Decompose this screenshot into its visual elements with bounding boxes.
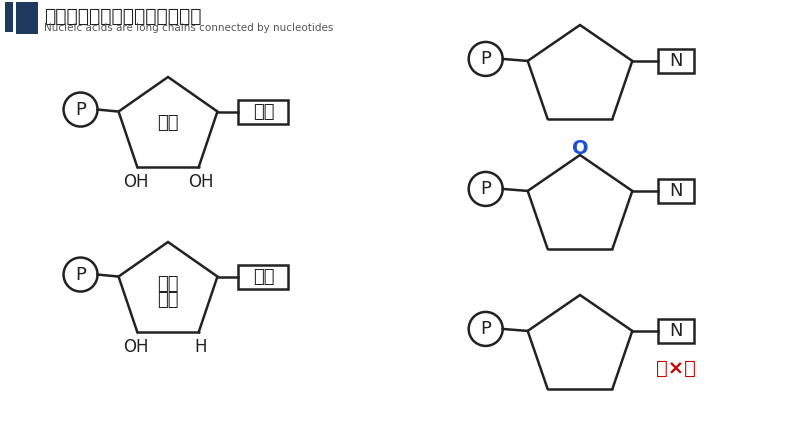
Text: P: P	[480, 180, 491, 198]
Text: （×）: （×）	[657, 359, 696, 379]
Text: N: N	[669, 182, 683, 200]
Text: 核酸是由核苷酸连接而成的长链: 核酸是由核苷酸连接而成的长链	[44, 7, 202, 26]
Text: N: N	[669, 322, 683, 340]
Text: P: P	[480, 320, 491, 338]
Text: 碱基: 碱基	[252, 102, 274, 121]
FancyBboxPatch shape	[658, 179, 694, 203]
FancyBboxPatch shape	[16, 2, 38, 34]
Text: N: N	[669, 52, 683, 70]
FancyBboxPatch shape	[238, 100, 288, 123]
Text: 脱氧: 脱氧	[157, 275, 179, 293]
Text: OH: OH	[123, 338, 148, 356]
Text: OH: OH	[188, 173, 214, 191]
FancyBboxPatch shape	[5, 2, 13, 32]
Text: 核糖: 核糖	[157, 291, 179, 309]
Text: 核糖: 核糖	[157, 114, 179, 132]
Text: 碱基: 碱基	[252, 268, 274, 286]
Text: P: P	[75, 101, 86, 118]
Text: P: P	[75, 266, 86, 283]
Text: H: H	[195, 338, 206, 356]
Text: O: O	[572, 139, 588, 159]
Text: P: P	[480, 50, 491, 68]
FancyBboxPatch shape	[658, 49, 694, 73]
Text: OH: OH	[123, 173, 148, 191]
FancyBboxPatch shape	[238, 265, 288, 289]
FancyBboxPatch shape	[658, 319, 694, 343]
Text: Nucleic acids are long chains connected by nucleotides: Nucleic acids are long chains connected …	[44, 23, 333, 33]
